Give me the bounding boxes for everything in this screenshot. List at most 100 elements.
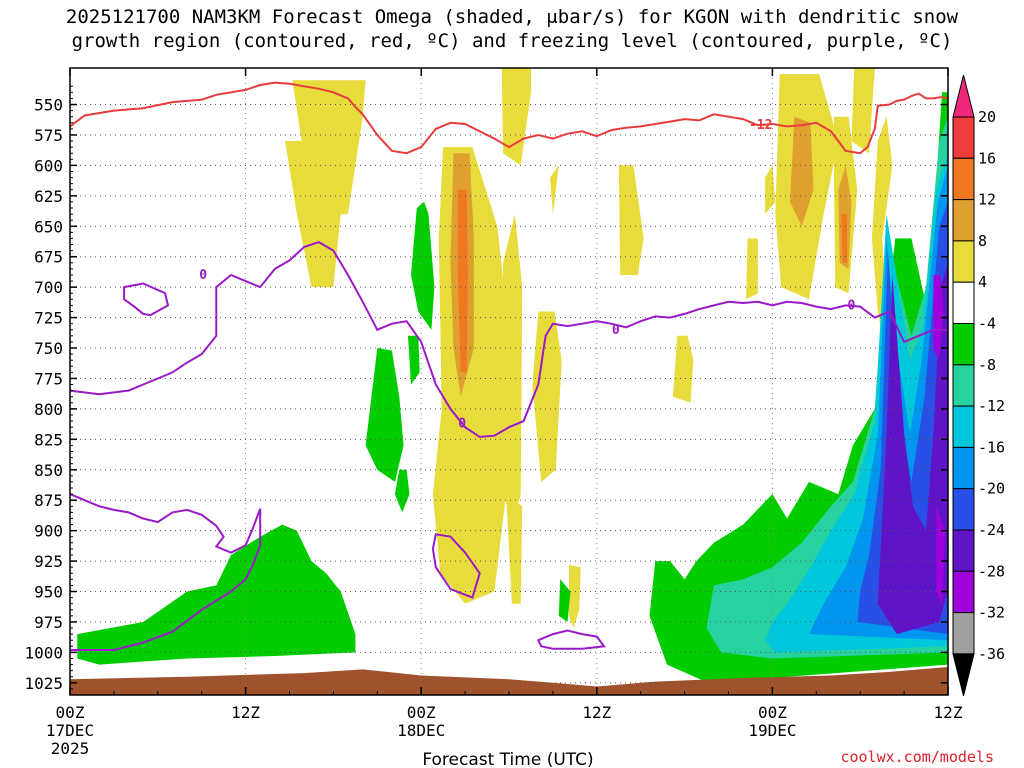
- omega-region-16: [871, 116, 893, 361]
- colorbar-label-12: -32: [978, 604, 1005, 622]
- x-tick-label-0: 00Z: [56, 703, 85, 722]
- colorbar-label-7: -12: [978, 397, 1005, 415]
- colorbar-bin-8: [952, 199, 975, 242]
- y-tick-label-950: 950: [34, 583, 63, 602]
- y-tick-label-975: 975: [34, 613, 63, 632]
- freezing-level-line: [69, 241, 948, 438]
- y-tick-label-750: 750: [34, 339, 63, 358]
- omega-region-26: [408, 335, 420, 385]
- omega-region-22: [77, 524, 356, 665]
- freezing-level-lower-line: [69, 493, 262, 651]
- omega-region-27: [558, 579, 571, 622]
- colorbar-label-2: 12: [978, 191, 996, 209]
- chart-title-line-1: 2025121700 NAM3KM Forecast Omega (shaded…: [65, 6, 959, 28]
- omega-region-12: [765, 165, 776, 215]
- axes: 550 575 600 625 650 675 700 725 750 775 800 825 850 8…: [24, 67, 963, 758]
- colorbar-label-6: -8: [978, 356, 996, 374]
- colorbar-top-arrow: [952, 74, 975, 118]
- x-tick-date-4: 19DEC: [748, 721, 796, 740]
- x-tick-label-4: 00Z: [758, 703, 787, 722]
- dgz-contour-line: [69, 81, 949, 155]
- freezing-level-label-2: 0: [612, 323, 620, 338]
- freezing-level-label-0: 0: [199, 268, 207, 283]
- omega-region-1: [285, 141, 341, 288]
- y-tick-label-1000: 1000: [24, 643, 63, 662]
- freezing-level-loop-2: [536, 629, 606, 650]
- x-tick-label-1: 12Z: [231, 703, 260, 722]
- colorbar-label-9: -20: [978, 480, 1005, 498]
- colorbar-label-4: 4: [978, 273, 987, 291]
- omega-region-25: [411, 201, 435, 330]
- y-tick-label-900: 900: [34, 522, 63, 541]
- y-tick-label-850: 850: [34, 461, 63, 480]
- colorbar-label-1: 16: [978, 149, 996, 167]
- omega-region-24: [394, 469, 410, 513]
- omega-region-3: [501, 68, 531, 166]
- omega-shading: [70, 68, 948, 695]
- x-tick-date-0: 17DEC: [46, 721, 94, 740]
- omega-region-15: [851, 68, 875, 154]
- freezing-level-loop-0: [123, 282, 170, 317]
- x-tick-year-0: 2025: [51, 739, 90, 758]
- freezing-level-label-3: 0: [848, 298, 856, 313]
- omega-region-20: [457, 189, 468, 373]
- y-tick-label-775: 775: [34, 369, 63, 388]
- omega-region-33: [877, 262, 948, 635]
- chart-title-line-2: growth region (contoured, red, ºC) and f…: [71, 30, 953, 52]
- colorbar-label-5: -4: [978, 315, 996, 333]
- colorbar-label-10: -24: [978, 521, 1005, 539]
- dgz-contour-label: -12: [749, 118, 772, 133]
- contours: -12 0 0 0 0: [69, 81, 949, 651]
- colorbar-bin--16: [952, 405, 975, 448]
- colorbar-bin-4: [952, 240, 975, 283]
- colorbar-bin-12: [952, 157, 975, 201]
- omega-region-34: [933, 275, 944, 361]
- y-tick-label-725: 725: [34, 309, 63, 328]
- colorbar-label-13: -36: [978, 645, 1005, 663]
- x-tick-label-2: 00Z: [407, 703, 436, 722]
- y-tick-label-875: 875: [34, 491, 63, 510]
- colorbar: 20 16 12 8 4 -4 -8 -12 -16 -20 -24 -28 -32 -36: [952, 74, 1005, 697]
- colorbar-bin--24: [952, 488, 975, 531]
- y-tick-label-650: 650: [34, 217, 63, 236]
- colorbar-label-0: 20: [978, 108, 996, 126]
- y-tick-label-1025: 1025: [24, 674, 63, 693]
- y-tick-label-575: 575: [34, 126, 63, 145]
- colorbar-bin-16: [952, 116, 975, 159]
- colorbar-bin--12: [952, 364, 975, 407]
- freezing-level-loop-1: [431, 533, 481, 599]
- colorbar-bin--28: [952, 529, 975, 572]
- omega-region-8: [569, 564, 581, 628]
- omega-region-11: [746, 238, 758, 300]
- omega-region-9: [618, 165, 644, 275]
- omega-region-7: [550, 165, 559, 215]
- y-tick-label-800: 800: [34, 400, 63, 419]
- omega-region-5: [506, 494, 523, 604]
- colorbar-bin--32: [952, 570, 975, 614]
- omega-region-18: [790, 116, 814, 227]
- omega-region-6: [532, 311, 562, 482]
- y-tick-label-625: 625: [34, 187, 63, 206]
- y-tick-label-825: 825: [34, 430, 63, 449]
- freezing-level-label-1: 0: [458, 417, 466, 432]
- omega-region-4: [501, 214, 523, 531]
- colorbar-label-3: 8: [978, 232, 987, 250]
- colorbar-bottom-arrow: [952, 653, 975, 697]
- y-tick-label-600: 600: [34, 156, 63, 175]
- credit-link[interactable]: coolwx.com/models: [840, 748, 994, 766]
- x-tick-date-2: 18DEC: [397, 721, 445, 740]
- y-tick-label-675: 675: [34, 248, 63, 267]
- x-tick-label-5: 12Z: [934, 703, 963, 722]
- y-tick-label-550: 550: [34, 96, 63, 115]
- colorbar-bin--4: [952, 281, 975, 325]
- colorbar-bin--36: [952, 612, 975, 655]
- colorbar-bin--8: [952, 323, 975, 366]
- colorbar-label-11: -28: [978, 562, 1005, 580]
- omega-region-10: [672, 335, 694, 403]
- colorbar-bin--20: [952, 446, 975, 490]
- y-tick-label-925: 925: [34, 552, 63, 571]
- x-axis-title: Forecast Time (UTC): [422, 750, 593, 768]
- omega-region-32: [857, 201, 948, 635]
- y-tick-label-700: 700: [34, 278, 63, 297]
